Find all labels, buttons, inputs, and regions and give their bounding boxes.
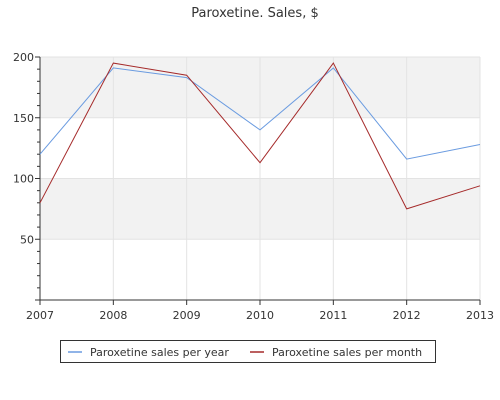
- x-tick-label: 2010: [246, 309, 274, 322]
- x-tick-label: 2013: [466, 309, 494, 322]
- x-tick-label: 2012: [393, 309, 421, 322]
- x-tick-label: 2011: [319, 309, 347, 322]
- series-line-2: [39, 62, 481, 210]
- vertical-gridlines: [112, 57, 481, 300]
- x-tick-label: 2007: [26, 309, 54, 322]
- x-tick-label: 2008: [99, 309, 127, 322]
- y-tick-label: 50: [20, 233, 34, 246]
- x-tick-label: 2009: [173, 309, 201, 322]
- series-line-1: [39, 67, 481, 160]
- legend-label: Paroxetine sales per year: [90, 346, 229, 359]
- y-tick-labels: 50 100 150 200: [13, 51, 34, 246]
- legend-box: [60, 340, 436, 363]
- legend: Paroxetine sales per year Paroxetine sale…: [60, 340, 436, 363]
- axes: [35, 56, 481, 305]
- y-tick-label: 100: [13, 173, 34, 186]
- y-tick-label: 200: [13, 51, 34, 64]
- x-tick-labels: 2007 2008 2009 2010 2011 2012 2013: [26, 309, 494, 322]
- y-tick-label: 150: [13, 112, 34, 125]
- legend-label: Paroxetine sales per month: [272, 346, 422, 359]
- series-lines: [39, 62, 481, 210]
- chart-title: Paroxetine. Sales, $: [191, 6, 318, 21]
